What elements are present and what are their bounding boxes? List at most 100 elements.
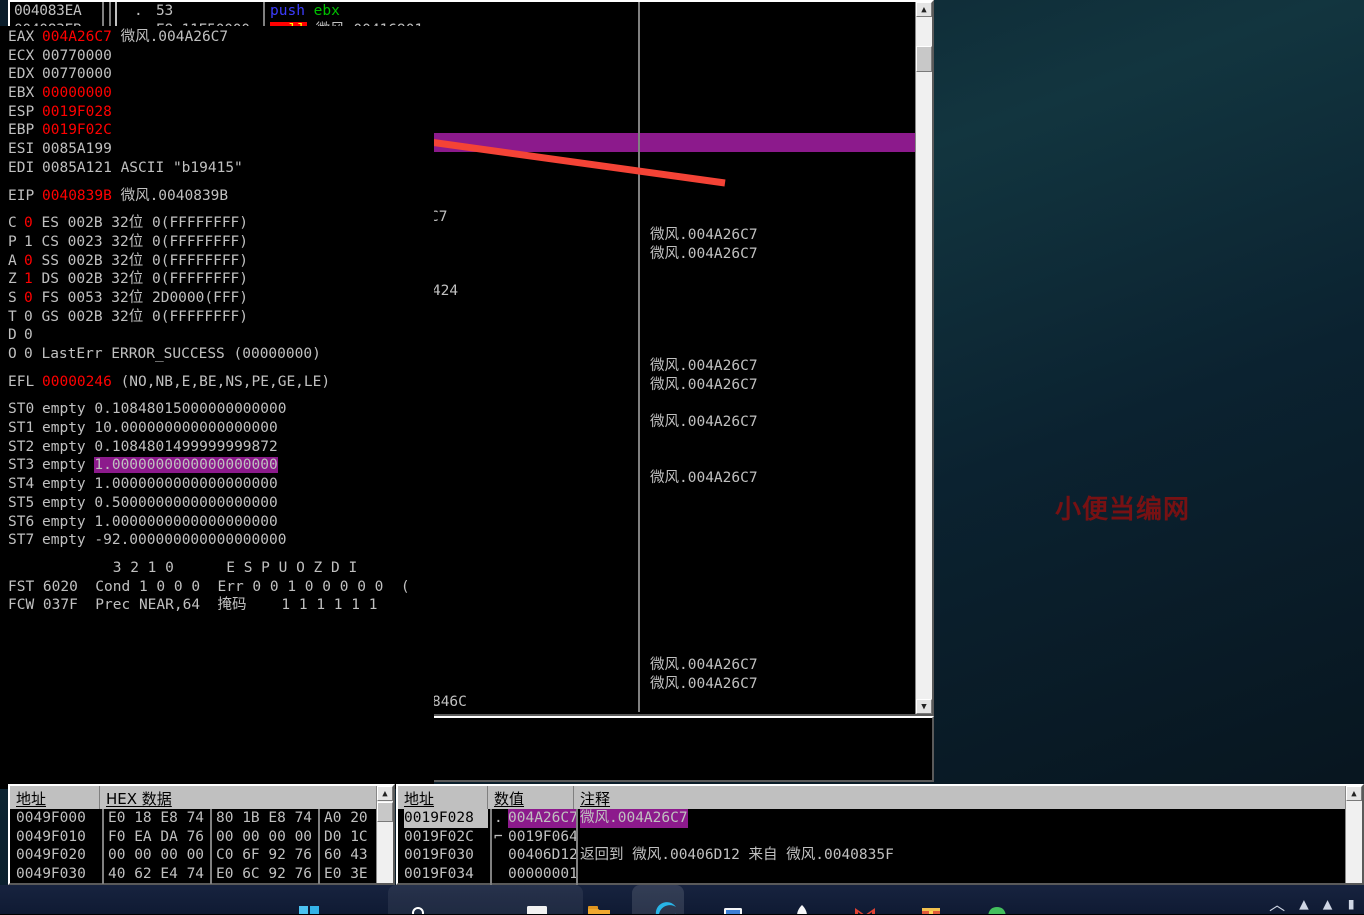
register-row-edx[interactable]: EDX 00770000 <box>8 66 112 83</box>
disasm-comment: 微风.004A26C7 <box>650 657 758 674</box>
column-divider <box>638 244 640 264</box>
fpu-row-st3[interactable]: ST3 empty 1.0000000000000000000 <box>8 457 278 474</box>
search-icon[interactable] <box>405 888 431 914</box>
stack-panel[interactable]: 地址 数值 注释 0019F028. 004A26C7 微风.004A26C7 001… <box>396 784 1364 885</box>
register-row-edi[interactable]: EDI 0085A121 ASCII "b19415" <box>8 159 243 176</box>
rocket-icon[interactable] <box>789 888 815 914</box>
scroll-down-icon[interactable]: ▼ <box>916 699 932 714</box>
fpu-row-st2[interactable]: ST2 empty 0.1084801499999999872 <box>8 438 278 455</box>
column-divider <box>638 506 640 526</box>
register-row-efl[interactable]: EFL 00000246 (NO,NB,E,BE,NS,PE,GE,LE) <box>8 373 331 390</box>
dump-bytes: F0 EA DA 76 <box>108 828 205 845</box>
edge-browser-icon[interactable] <box>653 888 679 914</box>
memory-dump-panel[interactable]: 地址 HEX 数据 0049F000 E0 18 E8 74 80 1B E8 74… <box>8 784 395 885</box>
windows-start-icon[interactable] <box>296 888 322 914</box>
scroll-up-icon[interactable]: ▲ <box>1346 786 1362 801</box>
dump-scrollbar[interactable]: ▲ <box>376 786 393 883</box>
chevron-up-icon[interactable]: ︿ <box>1269 895 1286 914</box>
dump-row[interactable]: 0049F030 40 62 E4 74 E0 6C 92 76 E0 3E <box>10 865 393 884</box>
dump-bytes: 00 00 00 00 <box>216 828 313 845</box>
dump-rows[interactable]: 0049F000 E0 18 E8 74 80 1B E8 74 A0 20 0049F… <box>10 809 393 884</box>
column-divider <box>638 170 640 189</box>
column-divider <box>638 226 640 245</box>
column-divider <box>638 394 640 414</box>
breakpoint-marker[interactable]: . <box>134 3 143 19</box>
stack-col-address: 地址 <box>398 786 488 809</box>
disasm-address: 004083EA <box>14 3 82 19</box>
volume-icon[interactable]: ▲ <box>1322 893 1333 913</box>
column-divider <box>638 618 640 638</box>
fpu-row-st4[interactable]: ST4 empty 1.0000000000000000000 <box>8 476 278 493</box>
fpu-row-st1[interactable]: ST1 empty 10.000000000000000000 <box>8 420 278 437</box>
fpu-row-st5[interactable]: ST5 empty 0.5000000000000000000 <box>8 494 278 511</box>
disasm-bytes: 53 <box>156 3 174 19</box>
column-divider <box>638 188 640 208</box>
registers-content[interactable]: EAX 004A26C7 微风.004A26C7 ECX 00770000 EDX 007… <box>0 26 434 789</box>
column-divider <box>638 487 640 507</box>
gift-icon[interactable] <box>918 888 944 914</box>
column-divider <box>638 95 640 115</box>
disasm-mnemonic: push ebx <box>270 3 340 19</box>
scrollbar-thumb[interactable] <box>916 46 932 72</box>
dump-row[interactable]: 0049F010 F0 EA DA 76 00 00 00 00 D0 1C <box>10 827 393 847</box>
stack-row[interactable]: 0019F028. 004A26C7 微风.004A26C7 <box>398 809 1362 828</box>
microsoft-store-icon[interactable] <box>720 888 746 914</box>
fpu-row-st0[interactable]: ST0 empty 0.10848015000000000000 <box>8 401 287 418</box>
stack-col-value: 数值 <box>488 786 574 809</box>
disasm-comment: 微风.004A26C7 <box>650 227 758 244</box>
scrollbar-thumb[interactable] <box>377 802 393 822</box>
stack-comment: 返回到 微风.00406D12 来自 微风.0040835F <box>580 847 894 864</box>
disassembly-scrollbar[interactable]: ▲ ▼ <box>915 2 932 714</box>
stack-comment: 微风.004A26C7 <box>580 809 688 828</box>
dump-bytes: E0 6C 92 76 <box>216 866 313 883</box>
windows-taskbar[interactable]: ︿ ▲ ▲ ▮ <box>0 885 1364 914</box>
stack-col-comment: 注释 <box>580 790 611 808</box>
register-row-eip[interactable]: EIP 0040839B 微风.0040839B <box>8 187 229 204</box>
column-divider <box>638 132 640 152</box>
stack-scrollbar[interactable]: ▲ <box>1345 786 1362 883</box>
stack-marker: ⌐ <box>494 828 503 845</box>
fpu-row-st7[interactable]: ST7 empty -92.000000000000000000 <box>8 532 287 549</box>
system-tray[interactable]: ︿ ▲ ▲ ▮ <box>1269 891 1356 915</box>
register-row-ecx[interactable]: ECX 00770000 <box>8 47 112 64</box>
stack-value: 00406D12 <box>508 847 578 864</box>
scroll-up-icon[interactable]: ▲ <box>916 2 932 17</box>
column-divider <box>638 2 640 21</box>
spacer <box>0 391 434 400</box>
file-explorer-icon[interactable] <box>586 888 612 914</box>
fpu-row-st6[interactable]: ST6 empty 1.0000000000000000000 <box>8 513 278 530</box>
stack-address: 0019F030 <box>404 847 474 864</box>
leaf-icon[interactable] <box>984 888 1010 914</box>
column-divider <box>109 2 111 21</box>
fpu-status-row[interactable]: FST 6020 Cond 1 0 0 0 Err 0 0 1 0 0 0 0 … <box>8 578 410 595</box>
notepad-icon[interactable] <box>524 888 550 914</box>
register-row-esp[interactable]: ESP 0019F028 <box>8 103 112 120</box>
dump-row[interactable]: 0049F020 00 00 00 00 C0 6F 92 76 60 43 <box>10 846 393 866</box>
register-row-esi[interactable]: ESI 0085A199 <box>8 141 112 158</box>
disasm-row[interactable]: 004083EA. 53 push ebx <box>10 2 916 21</box>
battery-icon[interactable]: ▮ <box>1346 893 1356 913</box>
stack-row[interactable]: 0019F034 00000001 <box>398 865 1362 884</box>
dump-row[interactable]: 0049F000 E0 18 E8 74 80 1B E8 74 A0 20 <box>10 809 393 828</box>
register-row-eax[interactable]: EAX 004A26C7 微风.004A26C7 <box>8 29 229 45</box>
fpu-control-row[interactable]: FCW 037F Prec NEAR,64 掩码 1 1 1 1 1 1 <box>8 597 378 614</box>
stack-rows[interactable]: 0019F028. 004A26C7 微风.004A26C7 0019F02C ⌐ 001… <box>398 809 1362 884</box>
register-row-ebp[interactable]: EBP 0019F02C <box>8 122 112 139</box>
scroll-up-icon[interactable]: ▲ <box>377 786 393 801</box>
column-divider <box>638 656 640 675</box>
network-icon[interactable]: ▲ <box>1299 893 1309 913</box>
column-divider <box>263 2 265 21</box>
gmail-icon[interactable] <box>852 888 878 914</box>
stack-row[interactable]: 0019F02C ⌐ 0019F064 <box>398 828 1362 847</box>
stack-row[interactable]: 0019F030 00406D12 返回到 微风.00406D12 来自 微风.00… <box>398 846 1362 865</box>
register-row-ebx[interactable]: EBX 00000000 <box>8 85 112 102</box>
